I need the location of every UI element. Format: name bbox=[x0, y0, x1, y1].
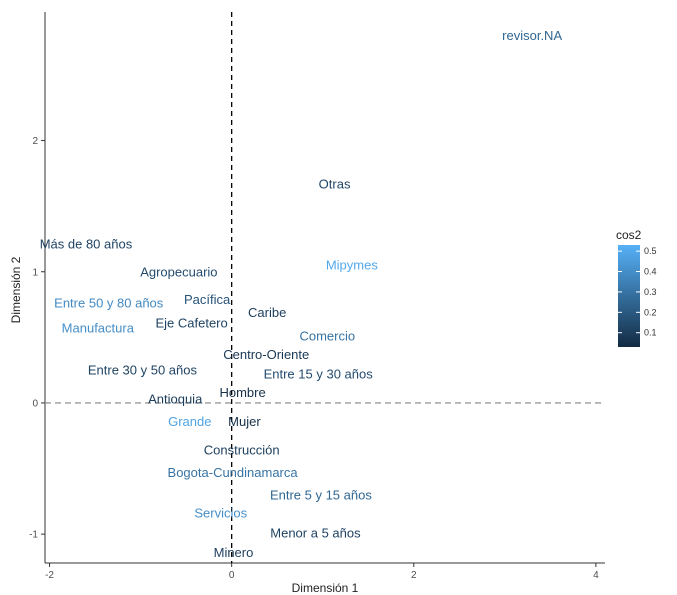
point-label: Más de 80 años bbox=[40, 237, 133, 252]
point-label: Entre 30 y 50 años bbox=[88, 363, 198, 378]
point-label: Eje Cafetero bbox=[155, 315, 227, 330]
point-label: Menor a 5 años bbox=[270, 525, 361, 540]
point-label: Bogota-Cundinamarca bbox=[168, 465, 299, 480]
x-tick-label: 0 bbox=[229, 570, 235, 581]
x-axis-title: Dimensión 1 bbox=[292, 581, 359, 595]
legend-title: cos2 bbox=[616, 228, 642, 242]
x-ticks: -2 0 2 4 bbox=[45, 563, 599, 581]
point-label: Antioquia bbox=[148, 392, 203, 407]
legend-tick-label: 0.1 bbox=[644, 328, 657, 338]
point-label: Otras bbox=[319, 176, 351, 191]
point-label: Agropecuario bbox=[140, 264, 217, 279]
legend-tick-label: 0.2 bbox=[644, 307, 657, 317]
legend-ticks: 0.1 0.2 0.3 0.4 0.5 bbox=[618, 246, 657, 338]
point-labels: revisor.NA Otras Más de 80 años Mipymes Agro… bbox=[40, 28, 563, 560]
y-ticks: -1 0 1 2 bbox=[29, 136, 45, 541]
point-label: Entre 15 y 30 años bbox=[264, 367, 374, 382]
legend-tick-label: 0.4 bbox=[644, 267, 657, 277]
y-tick-label: 0 bbox=[32, 398, 38, 409]
legend-tick-label: 0.5 bbox=[644, 246, 657, 256]
y-tick-label: 2 bbox=[32, 136, 38, 147]
point-label: revisor.NA bbox=[502, 28, 562, 43]
point-label: Entre 50 y 80 años bbox=[54, 296, 164, 311]
axes bbox=[44, 12, 605, 564]
point-label: Construcción bbox=[204, 443, 280, 458]
point-label: Entre 5 y 15 años bbox=[270, 487, 372, 502]
point-label: Manufactura bbox=[62, 321, 135, 336]
legend-tick-label: 0.3 bbox=[644, 287, 657, 297]
x-tick-label: 2 bbox=[411, 570, 417, 581]
y-tick-label: -1 bbox=[29, 530, 38, 541]
point-label: Pacífica bbox=[184, 292, 231, 307]
point-label: Grande bbox=[168, 414, 211, 429]
point-label: Caribe bbox=[248, 305, 286, 320]
point-label: Servicios bbox=[194, 506, 247, 521]
point-label: Minero bbox=[214, 545, 254, 560]
x-tick-label: -2 bbox=[45, 570, 54, 581]
point-label: Mipymes bbox=[326, 258, 379, 273]
x-tick-label: 4 bbox=[593, 570, 599, 581]
point-label: Hombre bbox=[219, 385, 265, 400]
point-label: Centro-Oriente bbox=[223, 347, 309, 362]
legend: cos2 0.1 0.2 0.3 0.4 0.5 bbox=[616, 228, 657, 347]
point-label: Mujer bbox=[228, 414, 261, 429]
legend-colorbar bbox=[618, 245, 640, 347]
y-tick-label: 1 bbox=[32, 267, 38, 278]
y-axis-title: Dimensión 2 bbox=[9, 256, 23, 323]
point-label: Comercio bbox=[299, 329, 355, 344]
